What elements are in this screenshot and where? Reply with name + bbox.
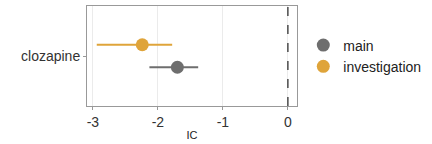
svg-text:IC: IC [187,129,198,141]
svg-text:-1: -1 [217,114,230,130]
svg-text:0: 0 [284,114,292,130]
svg-text:-2: -2 [152,114,165,130]
svg-text:-3: -3 [87,114,100,130]
svg-text:main: main [343,38,373,54]
svg-text:clozapine: clozapine [21,48,80,64]
svg-text:investigation: investigation [343,59,421,75]
